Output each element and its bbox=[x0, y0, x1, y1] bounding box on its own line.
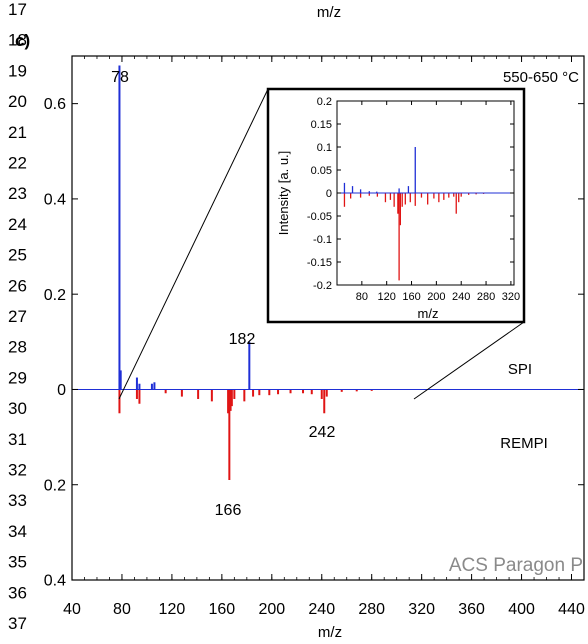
y-tick-label: 0 bbox=[57, 382, 66, 399]
main-plot-bars bbox=[118, 65, 373, 480]
x-tick-label: 80 bbox=[113, 601, 131, 618]
zoom-connector-left bbox=[118, 88, 269, 400]
y-tick-label: -0.2 bbox=[313, 280, 332, 292]
line-number: 19 bbox=[8, 61, 27, 80]
x-tick-label: 400 bbox=[508, 601, 535, 618]
inset-box bbox=[266, 87, 526, 324]
panel-label: c) bbox=[15, 31, 30, 50]
x-tick-label: 320 bbox=[408, 601, 435, 618]
main-x-axis-label: m/z bbox=[318, 624, 342, 641]
y-tick-label: 0.1 bbox=[317, 142, 332, 154]
line-number: 32 bbox=[8, 461, 27, 480]
annotation-rempi: REMPI bbox=[500, 435, 548, 452]
x-tick-label: 240 bbox=[452, 291, 470, 303]
line-number: 20 bbox=[8, 92, 27, 111]
peak-label-78: 78 bbox=[111, 69, 129, 86]
y-tick-label: 0 bbox=[326, 188, 332, 200]
x-tick-label: 240 bbox=[308, 601, 335, 618]
y-tick-label: 0.15 bbox=[311, 119, 332, 131]
x-tick-label: 200 bbox=[427, 291, 445, 303]
line-number: 21 bbox=[8, 123, 27, 142]
line-number: 30 bbox=[8, 399, 27, 418]
zoom-connector-right bbox=[413, 321, 525, 400]
peak-label-242: 242 bbox=[309, 424, 336, 441]
line-number: 36 bbox=[8, 583, 27, 602]
x-tick-label: 40 bbox=[63, 601, 81, 618]
x-tick-label: 360 bbox=[458, 601, 485, 618]
line-number: 37 bbox=[8, 614, 27, 633]
y-tick-label: 0.6 bbox=[44, 96, 66, 113]
x-tick-label: 120 bbox=[159, 601, 186, 618]
y-tick-label: 0.05 bbox=[311, 165, 332, 177]
x-tick-label: 120 bbox=[378, 291, 396, 303]
peak-label-166: 166 bbox=[215, 502, 242, 519]
line-number: 18 bbox=[8, 31, 27, 50]
y-tick-label: 0.2 bbox=[317, 96, 332, 108]
x-tick-label: 80 bbox=[356, 291, 368, 303]
x-tick-label: 280 bbox=[358, 601, 385, 618]
line-number: 17 bbox=[8, 0, 27, 19]
y-tick-label: 0.2 bbox=[44, 477, 66, 494]
top-axis-label: m/z bbox=[317, 4, 341, 21]
line-number: 33 bbox=[8, 491, 27, 510]
line-number: 22 bbox=[8, 154, 27, 173]
line-numbers: 17 18 19 20 21 22 23 24 25 26 27 28 29 30 31 32 33 34 35 36… bbox=[8, 0, 27, 633]
line-number: 28 bbox=[8, 338, 27, 357]
line-number: 31 bbox=[8, 430, 27, 449]
inset-x-axis-label: m/z bbox=[418, 306, 439, 321]
line-number: 25 bbox=[8, 246, 27, 265]
y-tick-label: -0.1 bbox=[313, 234, 332, 246]
y-tick-label: 0.2 bbox=[44, 287, 66, 304]
inset-y-axis-label: Intensity [a. u.] bbox=[276, 151, 291, 236]
y-tick-label: 0.4 bbox=[44, 192, 66, 209]
main-plot: 40 80 120 160 200 240 280 320 360 400 440 0.6 0.4 0.2… bbox=[44, 55, 585, 641]
inset-plot-bars bbox=[343, 147, 485, 281]
x-tick-label: 160 bbox=[402, 291, 420, 303]
y-tick-label: -0.15 bbox=[307, 257, 332, 269]
annotation-spi: SPI bbox=[508, 361, 532, 378]
line-number: 35 bbox=[8, 553, 27, 572]
line-number: 29 bbox=[8, 368, 27, 387]
x-tick-label: 320 bbox=[502, 291, 520, 303]
peak-label-182: 182 bbox=[229, 331, 256, 348]
line-number: 23 bbox=[8, 184, 27, 203]
line-number: 34 bbox=[8, 522, 27, 541]
main-plot-ticks: 40 80 120 160 200 240 280 320 360 400 440 0.6 0.4 0.2… bbox=[44, 56, 585, 618]
x-tick-label: 280 bbox=[477, 291, 495, 303]
y-tick-label: 0.4 bbox=[44, 573, 66, 590]
x-tick-label: 200 bbox=[258, 601, 285, 618]
line-number: 26 bbox=[8, 276, 27, 295]
watermark: ACS Paragon P bbox=[449, 555, 583, 576]
line-number: 24 bbox=[8, 215, 27, 234]
annotation-condition: 550-650 °C bbox=[503, 69, 579, 86]
y-tick-label: -0.05 bbox=[307, 211, 332, 223]
inset-plot: 80 120 160 200 240 280 320 0.2 0.15 0.1 0.05 0 -0.05… bbox=[266, 87, 526, 324]
line-number: 27 bbox=[8, 307, 27, 326]
main-plot-frame bbox=[71, 55, 585, 581]
x-tick-label: 440 bbox=[558, 601, 585, 618]
inset-plot-ticks: 80 120 160 200 240 280 320 0.2 0.15 0.1 0.05 0 -0.05… bbox=[307, 96, 520, 303]
x-tick-label: 160 bbox=[209, 601, 236, 618]
